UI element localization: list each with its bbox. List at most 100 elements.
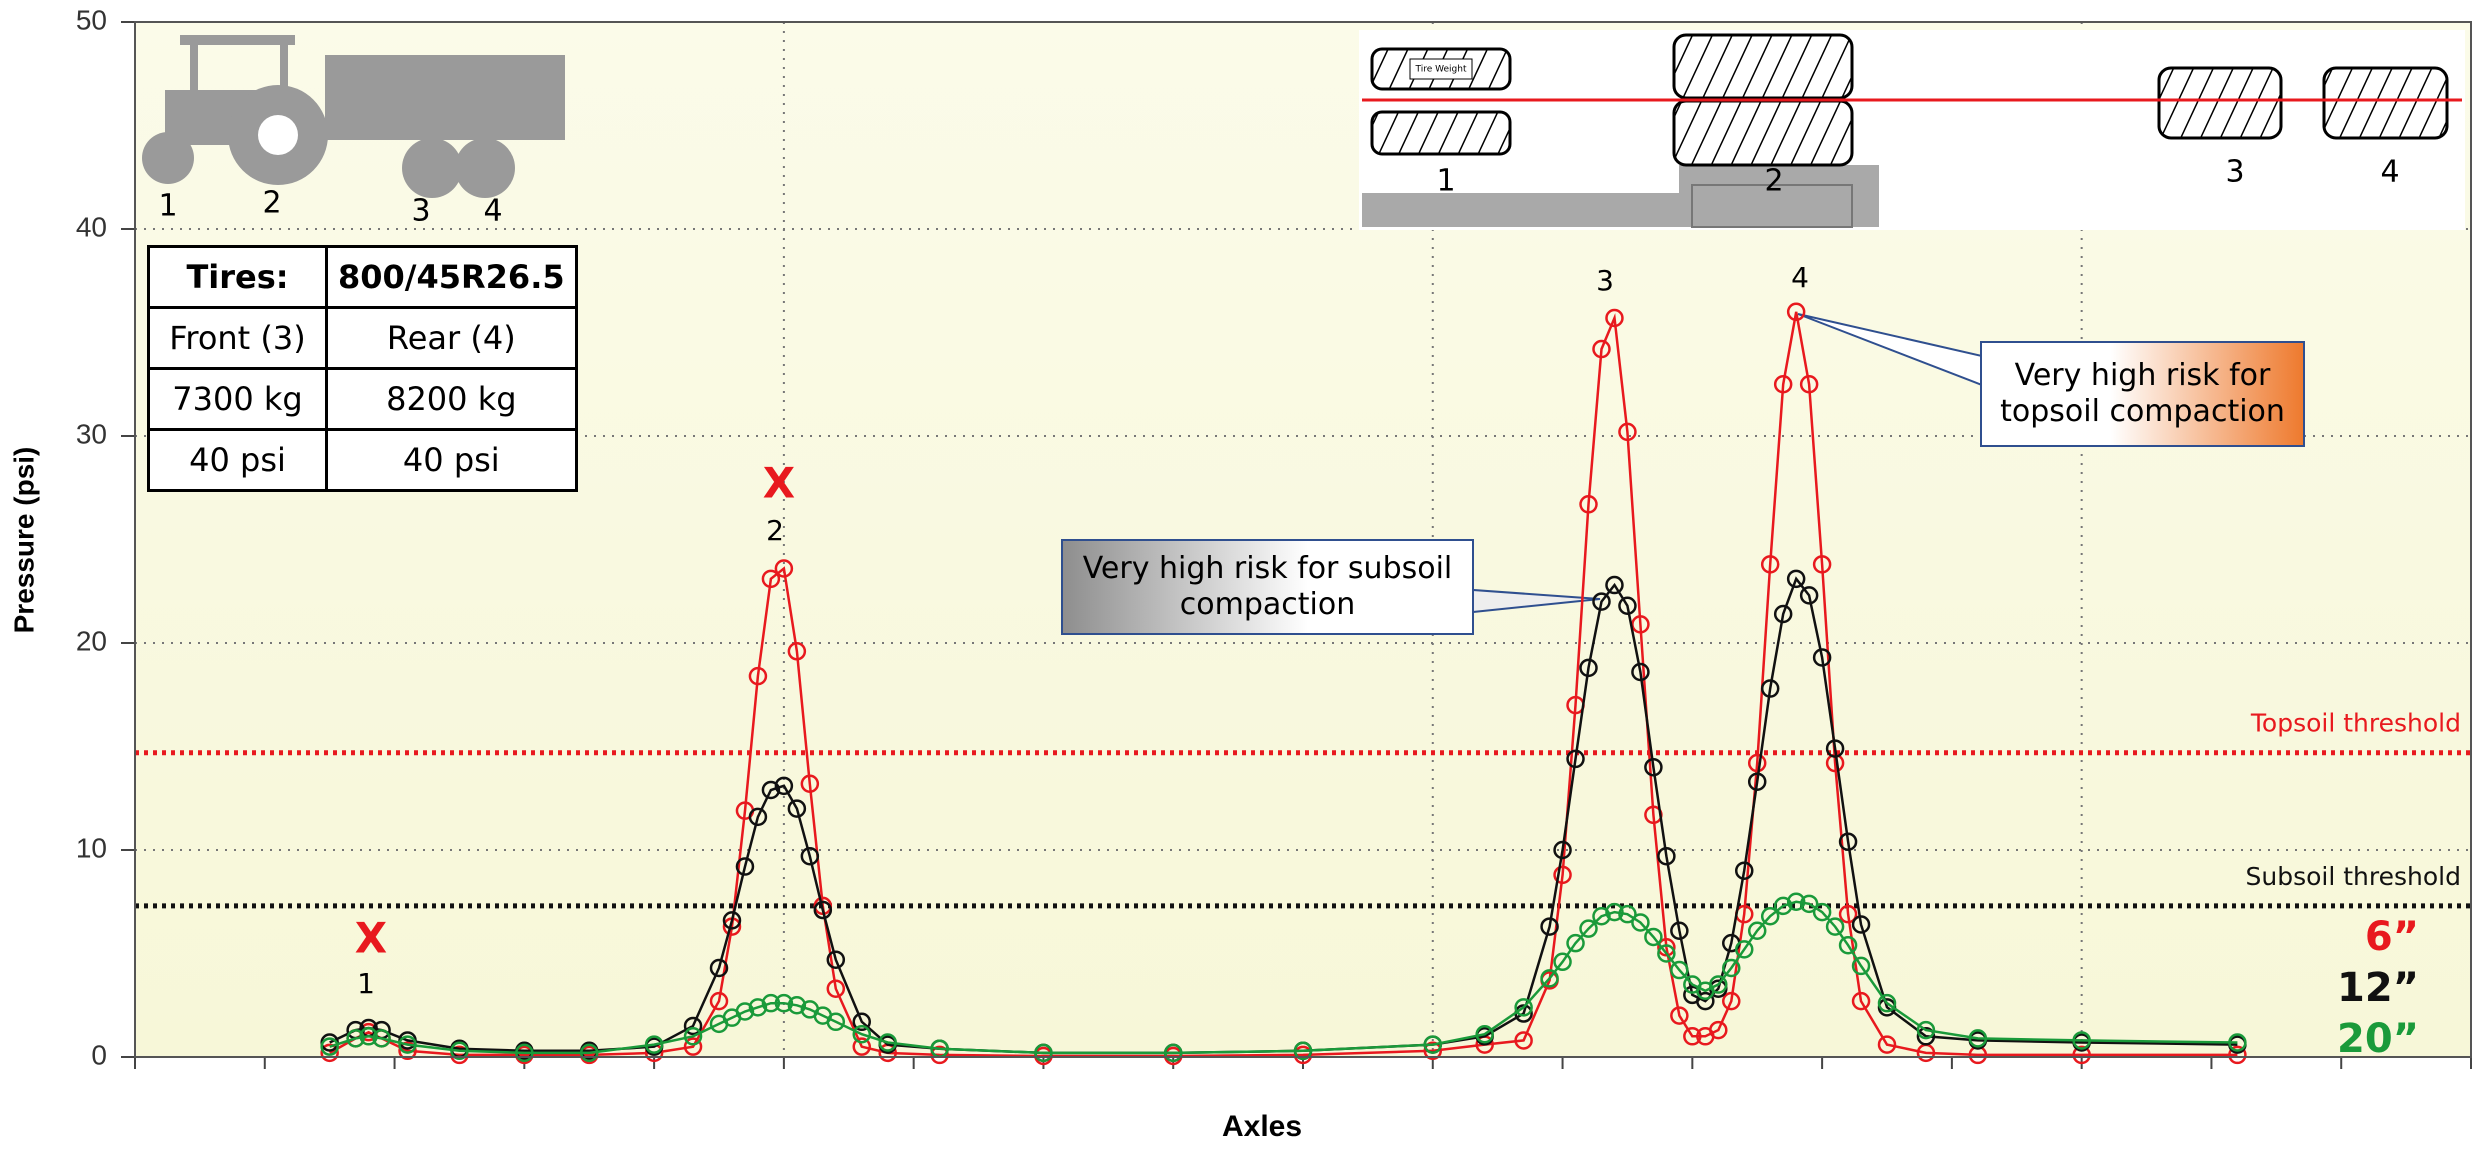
- marker: [320, 1037, 339, 1056]
- diagram-label: 4: [2380, 155, 2399, 190]
- diagram-label: 1: [1436, 164, 1455, 199]
- table-cell: Front (3): [147, 306, 328, 370]
- marker: [1579, 919, 1598, 938]
- callout: Very high risk for subsoil compaction: [1061, 539, 1474, 635]
- marker: [852, 1037, 872, 1056]
- marker: [359, 1027, 378, 1046]
- marker: [1657, 846, 1676, 866]
- marker: [930, 1045, 949, 1065]
- diagram-label: 2: [1764, 164, 1783, 199]
- diagram-label: 3: [2225, 155, 2244, 190]
- marker: [450, 1041, 469, 1061]
- marker: [761, 569, 781, 589]
- marker: [1709, 975, 1728, 994]
- marker: [1734, 861, 1754, 880]
- x-mark: X: [355, 914, 387, 963]
- threshold-label: Subsoil threshold: [2246, 862, 2461, 891]
- callout: Very high risk for topsoil compaction: [1980, 341, 2305, 447]
- marker: [813, 900, 833, 920]
- marker: [644, 1035, 664, 1054]
- marker: [1553, 840, 1572, 860]
- marker: [1657, 944, 1676, 963]
- marker: [1812, 902, 1832, 922]
- threshold-label: Topsoil threshold: [2250, 709, 2461, 738]
- marker: [787, 642, 807, 661]
- marker: [1592, 906, 1611, 926]
- cab-post: [190, 40, 198, 95]
- marker: [1605, 575, 1624, 595]
- marker: [1540, 969, 1559, 988]
- table-row: 40 psi 40 psi: [147, 428, 578, 492]
- axle-label: 2: [766, 514, 784, 547]
- marker: [1618, 422, 1637, 442]
- marker: [1709, 1020, 1728, 1040]
- trailer: [325, 55, 565, 140]
- marker: [2228, 1045, 2247, 1065]
- table-row: Front (3) Rear (4): [147, 306, 578, 370]
- tire-weight-label: Tire Weight: [1415, 65, 1467, 75]
- marker: [1825, 739, 1845, 758]
- marker: [1722, 958, 1741, 978]
- marker: [1514, 998, 1533, 1017]
- y-tick-label: 0: [91, 1039, 107, 1070]
- marker: [787, 799, 807, 818]
- marker: [1566, 933, 1585, 953]
- marker: [1786, 302, 1806, 322]
- marker: [683, 1037, 703, 1056]
- table-row: Tires: 800/45R26.5: [147, 245, 578, 309]
- marker: [1423, 1035, 1443, 1054]
- table-cell: Tires:: [147, 245, 328, 309]
- machine-label: 2: [262, 186, 281, 221]
- marker: [1760, 906, 1780, 926]
- trailer-wheel: [455, 138, 515, 198]
- table-cell: 8200 kg: [325, 367, 578, 431]
- marker: [1553, 952, 1572, 972]
- marker: [1747, 921, 1767, 940]
- marker: [1293, 1041, 1313, 1061]
- plot-frame: [134, 21, 2472, 1058]
- marker: [1760, 555, 1780, 574]
- marker: [748, 666, 768, 686]
- marker: [800, 846, 820, 866]
- marker: [1786, 892, 1806, 911]
- marker: [1747, 753, 1767, 773]
- marker: [579, 1043, 599, 1063]
- marker: [1034, 1043, 1053, 1063]
- series-line: [329, 311, 2238, 1058]
- marker: [1631, 913, 1650, 932]
- tire: [2322, 66, 2449, 140]
- marker: [1838, 935, 1858, 955]
- marker: [683, 1016, 703, 1036]
- marker: [826, 979, 846, 998]
- marker: [515, 1043, 534, 1063]
- cab-roof: [180, 35, 295, 45]
- marker: [1631, 662, 1650, 682]
- marker: [774, 993, 794, 1013]
- marker: [774, 776, 794, 796]
- marker: [1773, 896, 1793, 916]
- marker: [346, 1029, 365, 1048]
- marker: [1605, 902, 1624, 922]
- marker: [1670, 960, 1689, 980]
- machine-label: 4: [483, 194, 502, 229]
- marker: [1877, 993, 1897, 1013]
- marker: [1851, 915, 1871, 934]
- marker: [761, 993, 781, 1013]
- marker: [878, 1033, 897, 1052]
- marker: [1773, 604, 1793, 624]
- legend-entry: 6”: [2365, 914, 2419, 960]
- marker: [1566, 749, 1585, 769]
- machine-icon: [142, 35, 565, 198]
- marker: [1786, 569, 1806, 589]
- tag: [1409, 58, 1473, 80]
- trailer-wheel: [402, 138, 462, 198]
- marker: [1605, 308, 1624, 328]
- marker: [320, 1043, 339, 1063]
- hub: [258, 115, 298, 155]
- axle-label: 4: [1791, 261, 1809, 294]
- cab-post: [280, 40, 288, 95]
- tire: [1672, 33, 1854, 100]
- tire: [2157, 66, 2283, 140]
